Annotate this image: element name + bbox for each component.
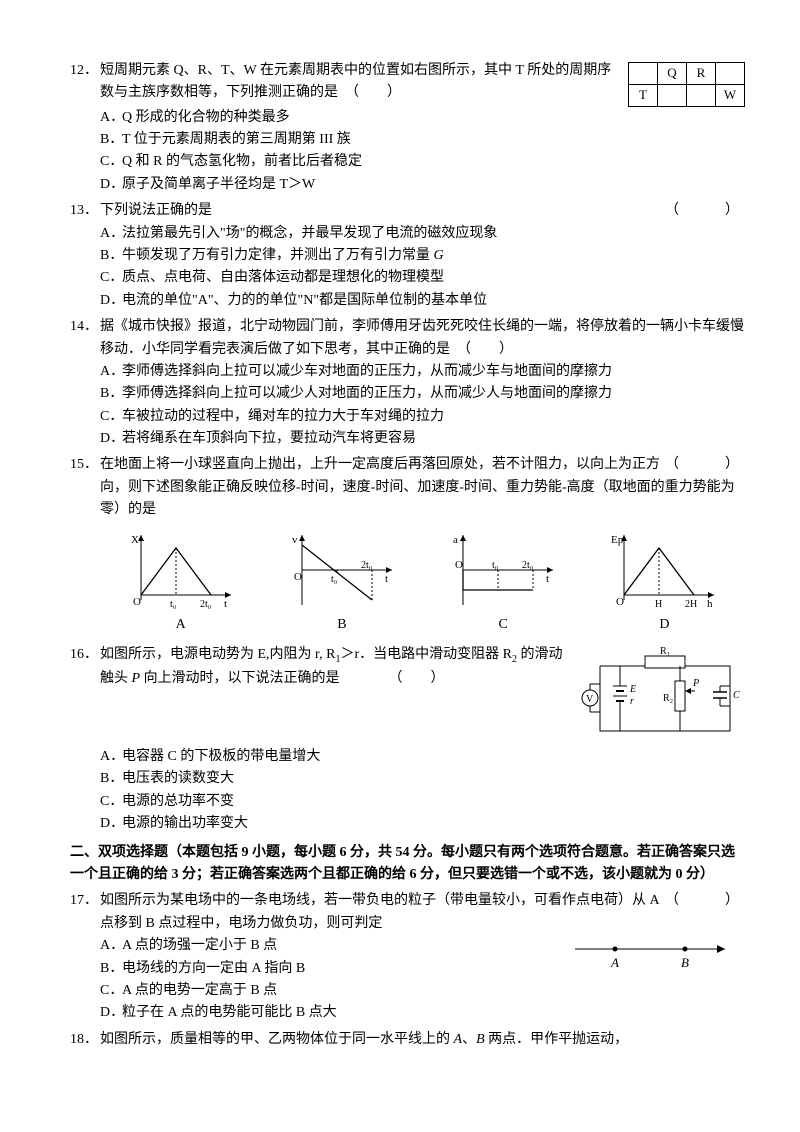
option-c: C．车被拉动的过程中，绳对车的拉力大于车对绳的拉力	[100, 406, 745, 428]
graph-d: Ep h O H 2H D	[609, 530, 719, 636]
section-2-header: 二、双项选择题（本题包括 9 小题，每小题 6 分，共 54 分。每小题只有两个…	[70, 842, 745, 887]
svg-text:X: X	[131, 534, 139, 546]
question-number: 12．	[70, 60, 100, 107]
question-15: 15． （ ） 在地面上将一小球竖直向上抛出，上升一定高度后再落回原处，若不计阻…	[70, 454, 745, 636]
graph-label-c: C	[448, 614, 558, 636]
option-c: C．Q 和 R 的气态氢化物，前者比后者稳定	[100, 151, 745, 173]
svg-text:r: r	[630, 696, 634, 707]
option-d: D．原子及简单离子半径均是 T＞W	[100, 174, 745, 196]
svg-text:2t₀: 2t₀	[361, 560, 373, 571]
svg-text:R₂: R₂	[663, 693, 673, 704]
question-number: 15．	[70, 454, 100, 521]
svg-text:O: O	[616, 596, 624, 608]
stem-text: 在地面上将一小球竖直向上抛出，上升一定高度后再落回原处，若不计阻力，以向上为正方…	[100, 457, 735, 517]
svg-text:P: P	[692, 678, 699, 689]
circuit-figure: R₁ E r V	[575, 646, 745, 746]
svg-text:t: t	[546, 573, 549, 585]
question-13: 13． （ ） 下列说法正确的是 A．法拉第最先引入"场"的概念，并最早发现了电…	[70, 200, 745, 312]
svg-text:V: V	[586, 694, 594, 705]
stem-text: 短周期元素 Q、R、T、W 在元素周期表中的位置如右图所示，其中 T 所处的周期…	[100, 63, 611, 100]
stem-text: 如图所示，电源电动势为 E,内阻为 r, R1＞r．当电路中滑动变阻器 R2 的…	[100, 647, 563, 686]
question-18: 18． 如图所示，质量相等的甲、乙两物体位于同一水平线上的 A、B 两点．甲作平…	[70, 1029, 745, 1051]
option-d: D．电源的输出功率变大	[100, 813, 745, 835]
cell	[629, 63, 658, 85]
question-12: 12． Q R T W 短	[70, 60, 745, 196]
answer-blank: （ ）	[665, 454, 745, 476]
option-c: C．电源的总功率不变	[100, 791, 745, 813]
stem-text: 据《城市快报》报道，北宁动物园门前，李师傅用牙齿死死咬住长绳的一端，将停放着的一…	[100, 319, 744, 356]
cell: R	[687, 63, 716, 85]
svg-text:O: O	[133, 596, 141, 608]
option-b: B．李师傅选择斜向上拉可以减少人对地面的正压力，从而减少人与地面间的摩擦力	[100, 383, 745, 405]
svg-text:2t₀: 2t₀	[200, 599, 212, 610]
svg-text:H: H	[655, 599, 662, 610]
question-number: 18．	[70, 1029, 100, 1051]
option-c: C．A 点的电势一定高于 B 点	[100, 980, 745, 1002]
svg-text:O: O	[294, 571, 302, 583]
svg-text:2t₀: 2t₀	[522, 560, 534, 571]
svg-text:v: v	[292, 534, 298, 546]
cell	[716, 63, 745, 85]
cell	[687, 84, 716, 106]
graphs-row: X t O t₀ 2t₀ A v t O t₀ 2t₀	[70, 530, 745, 636]
option-b: B．牛顿发现了万有引力定律，并测出了万有引力常量 G	[100, 245, 745, 267]
field-line-figure: A B	[565, 937, 735, 977]
option-b: B．T 位于元素周期表的第三周期第 III 族	[100, 129, 745, 151]
question-number: 14．	[70, 316, 100, 361]
question-number: 17．	[70, 890, 100, 935]
svg-text:t: t	[385, 573, 388, 585]
svg-text:h: h	[707, 598, 713, 610]
svg-text:C: C	[733, 690, 740, 701]
svg-text:t₀: t₀	[331, 574, 338, 585]
question-17: 17． （ ） 如图所示为某电场中的一条电场线，若一带负电的粒子（带电量较小，可…	[70, 890, 745, 1024]
stem-text: 下列说法正确的是	[100, 203, 212, 218]
option-a: A．李师傅选择斜向上拉可以减少车对地面的正压力，从而减少车与地面间的摩擦力	[100, 361, 745, 383]
graph-label-b: B	[287, 614, 397, 636]
svg-text:2H: 2H	[685, 599, 697, 610]
svg-text:t₀: t₀	[170, 599, 177, 610]
option-b: B．电压表的读数变大	[100, 768, 745, 790]
svg-text:O: O	[455, 559, 463, 571]
answer-blank: （ ）	[665, 200, 745, 222]
graph-label-a: A	[126, 614, 236, 636]
periodic-table-figure: Q R T W	[628, 60, 745, 107]
graph-c: a t O t₀ 2t₀ C	[448, 530, 558, 636]
svg-text:a: a	[453, 534, 458, 546]
question-number: 13．	[70, 200, 100, 222]
stem-text: 如图所示，质量相等的甲、乙两物体位于同一水平线上的 A、B 两点．甲作平抛运动，	[100, 1032, 628, 1047]
option-d: D．电流的单位"A"、力的的单位"N"都是国际单位制的基本单位	[100, 290, 745, 312]
question-number: 16．	[70, 644, 100, 746]
option-a: A．Q 形成的化合物的种类最多	[100, 107, 745, 129]
graph-a: X t O t₀ 2t₀ A	[126, 530, 236, 636]
graph-b: v t O t₀ 2t₀ B	[287, 530, 397, 636]
svg-text:R₁: R₁	[660, 646, 670, 657]
cell	[658, 84, 687, 106]
svg-text:B: B	[681, 955, 689, 970]
graph-label-d: D	[609, 614, 719, 636]
svg-text:t: t	[224, 598, 227, 610]
option-a: A．法拉第最先引入"场"的概念，并最早发现了电流的磁效应现象	[100, 223, 745, 245]
svg-text:E: E	[629, 684, 636, 695]
option-c: C．质点、点电荷、自由落体运动都是理想化的物理模型	[100, 267, 745, 289]
option-a: A．电容器 C 的下极板的带电量增大	[100, 746, 745, 768]
question-16: 16． R₁	[70, 644, 745, 836]
option-d: D．若将绳系在车顶斜向下拉，要拉动汽车将更容易	[100, 428, 745, 450]
svg-text:t₀: t₀	[492, 560, 499, 571]
cell: T	[629, 84, 658, 106]
answer-blank: （ ）	[665, 890, 745, 912]
question-14: 14． 据《城市快报》报道，北宁动物园门前，李师傅用牙齿死死咬住长绳的一端，将停…	[70, 316, 745, 450]
svg-text:Ep: Ep	[611, 534, 624, 546]
svg-text:A: A	[610, 955, 619, 970]
cell: W	[716, 84, 745, 106]
cell: Q	[658, 63, 687, 85]
option-d: D．粒子在 A 点的电势能可能比 B 点大	[100, 1002, 745, 1024]
stem-text: 如图所示为某电场中的一条电场线，若一带负电的粒子（带电量较小，可看作点电荷）从 …	[100, 893, 659, 930]
